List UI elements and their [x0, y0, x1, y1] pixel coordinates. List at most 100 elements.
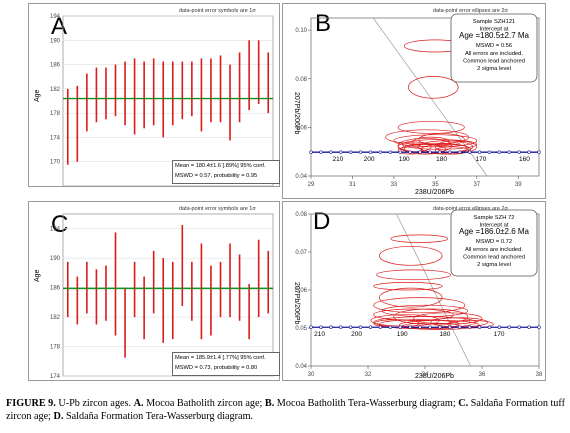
- concordia-marker: [358, 150, 363, 154]
- chart-c-stats: Mean = 185.9±1.4 [.77%] 95% conf. MSWD =…: [172, 352, 280, 376]
- x-tick-label: 33: [391, 182, 398, 188]
- error-ellipse: [403, 144, 447, 155]
- chart-a-note: data-point error symbols are 1σ: [179, 8, 256, 14]
- concordia-marker: [319, 150, 323, 154]
- error-ellipse: [435, 146, 469, 155]
- y-tick-label: 0.06: [295, 288, 307, 294]
- chart-d: data-point error ellipses are 2σ D 238U/…: [293, 206, 543, 380]
- chart-a-ylabel: Age: [34, 89, 41, 102]
- concordia-marker: [448, 150, 452, 154]
- x-tick-label: 35: [432, 182, 439, 188]
- error-ellipse: [390, 234, 449, 243]
- info-line: Intercept at: [479, 223, 508, 229]
- concordia-marker: [428, 150, 432, 154]
- caption-fig: FIGURE 9.: [6, 398, 56, 409]
- concordia-marker: [477, 325, 482, 329]
- concordia-marker: [457, 150, 462, 154]
- concordia-marker: [497, 150, 502, 154]
- concordia-marker: [329, 150, 333, 154]
- concordia-marker: [358, 325, 363, 329]
- chart-b-ylabel: 207Pb/206Pb: [293, 92, 300, 135]
- concordia-age-label: 180: [436, 156, 447, 163]
- concordia-marker: [527, 150, 531, 154]
- y-tick-label: 194: [50, 227, 61, 233]
- info-line: All errors are included.: [465, 247, 523, 253]
- chart-a-stats: Mean = 180.4±1.6 [.89%] 95% conf. MSWD =…: [172, 160, 280, 184]
- y-tick-label: 0.08: [295, 77, 307, 83]
- concordia-marker: [487, 325, 492, 329]
- concordia-marker: [339, 150, 343, 154]
- concordia-marker: [388, 325, 393, 329]
- caption-c-label: C.: [458, 398, 469, 409]
- x-tick-label: 30: [308, 372, 315, 378]
- info-line: Common lead anchored: [463, 254, 525, 260]
- y-tick-label: 0.05: [295, 326, 307, 332]
- x-tick-label: 31: [349, 182, 356, 188]
- concordia-marker: [378, 150, 383, 154]
- regression-line: [396, 213, 471, 367]
- concordia-marker: [438, 325, 442, 329]
- y-tick-label: 178: [50, 111, 61, 117]
- y-tick-label: 174: [50, 374, 61, 380]
- error-ellipse: [408, 75, 459, 99]
- y-tick-label: 174: [50, 135, 61, 141]
- y-tick-label: 182: [50, 87, 61, 93]
- chart-b-xlabel: 238U/206Pb: [415, 189, 454, 196]
- concordia-age-label: 190: [399, 156, 410, 163]
- y-tick-label: 186: [50, 286, 61, 292]
- concordia-marker: [408, 150, 412, 154]
- y-tick-label: 170: [50, 160, 61, 166]
- concordia-marker: [428, 325, 432, 329]
- chart-a-stats-line2: MSWD = 0.57, probability = 0.95: [175, 173, 258, 179]
- plot-frame: [310, 17, 540, 177]
- caption-b-text: Mocoa Batholith Tera-Wasserburg diagram;: [274, 398, 459, 409]
- concordia-marker: [448, 325, 452, 329]
- concordia-marker: [537, 325, 541, 329]
- caption-a-label: A.: [133, 398, 144, 409]
- chart-a-stats-line1: Mean = 180.4±1.6 [.89%] 95% conf.: [175, 163, 266, 169]
- chart-d-note: data-point error ellipses are 2σ: [433, 206, 509, 212]
- concordia-marker: [398, 325, 402, 329]
- y-tick-label: 182: [50, 315, 61, 321]
- info-line: Intercept at: [479, 27, 508, 33]
- concordia-marker: [467, 150, 472, 154]
- info-line: Age =180.5±2.7 Ma: [459, 31, 530, 40]
- y-tick-label: 0.07: [295, 250, 307, 256]
- concordia-marker: [527, 325, 531, 329]
- caption-b-label: B.: [264, 398, 275, 409]
- concordia-marker: [487, 150, 492, 154]
- chart-c: data-point error symbols are 1σ C Age 17…: [34, 206, 274, 380]
- chart-d-ylabel: 207Pb/206Pb: [293, 282, 300, 325]
- x-tick-label: 38: [536, 372, 543, 378]
- concordia-age-label: 190: [397, 331, 408, 338]
- error-ellipse: [398, 320, 480, 330]
- info-box: [450, 209, 538, 277]
- concordia-age-label: 170: [476, 156, 487, 163]
- caption-c-text: Saldaña Formation tuff zircon age;: [6, 398, 565, 422]
- error-ellipse: [373, 297, 466, 314]
- concordia-marker: [388, 150, 393, 154]
- error-ellipse: [412, 136, 451, 148]
- info-line: Age =186.0±2.6 Ma: [459, 227, 530, 236]
- chart-c-stats-line2: MSWD = 0.73, probability = 0.80: [175, 365, 258, 371]
- concordia-age-label: 210: [333, 156, 344, 163]
- chart-b-note: data-point error ellipses are 2σ: [433, 8, 509, 14]
- y-tick-label: 190: [50, 256, 61, 262]
- y-tick-label: 178: [50, 345, 61, 351]
- concordia-marker: [537, 150, 541, 154]
- info-line: MSWD = 0.56: [476, 43, 512, 49]
- concordia-marker: [497, 325, 502, 329]
- x-tick-label: 34: [422, 372, 429, 378]
- chart-c-note: data-point error symbols are 1σ: [179, 206, 256, 212]
- concordia-marker: [438, 150, 442, 154]
- chart-b: data-point error ellipses are 2σ B 238U/…: [293, 8, 541, 196]
- concordia-marker: [467, 325, 472, 329]
- x-tick-label: 37: [473, 182, 480, 188]
- panel-a: data-point error symbols are 1σ A Age 17…: [28, 3, 280, 187]
- error-ellipse: [379, 287, 443, 308]
- error-ellipse: [376, 269, 452, 281]
- concordia-marker: [418, 325, 422, 329]
- info-box: [450, 13, 538, 83]
- concordia-marker: [408, 325, 412, 329]
- error-ellipse: [397, 146, 424, 155]
